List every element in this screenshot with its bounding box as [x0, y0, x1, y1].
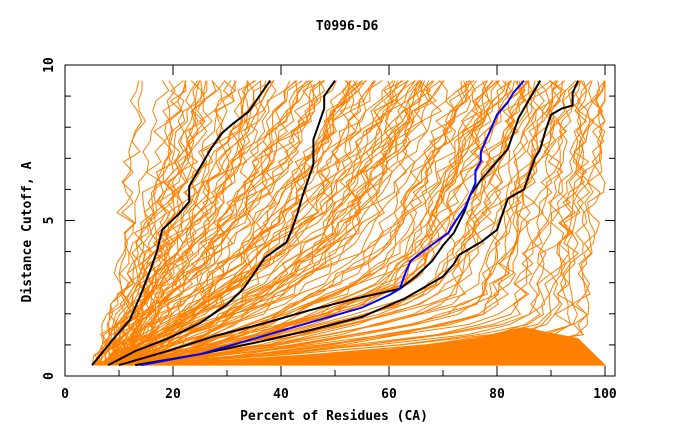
- x-tick-label: 20: [165, 387, 181, 402]
- model-curve: [115, 80, 363, 366]
- model-curve: [104, 80, 445, 366]
- model-curve: [133, 80, 563, 366]
- model-curve: [110, 80, 337, 366]
- model-curve: [109, 80, 315, 366]
- model-curve: [112, 80, 383, 366]
- model-curve: [101, 80, 487, 366]
- y-tick-label: 10: [42, 57, 57, 73]
- model-curve: [176, 80, 583, 366]
- series-line-black-3: [118, 80, 542, 367]
- x-tick-label: 0: [61, 387, 69, 402]
- x-axis: 0 20 40 60 80 100: [61, 65, 617, 402]
- model-curve: [108, 80, 275, 366]
- series-line-blue: [140, 79, 525, 367]
- y-axis: 0 5 10: [42, 57, 615, 380]
- model-curve: [172, 80, 582, 366]
- series-line-black-4: [135, 80, 579, 367]
- model-curve: [104, 80, 170, 366]
- x-tick-label: 80: [489, 387, 505, 402]
- model-curve: [111, 80, 423, 366]
- model-curve: [110, 80, 249, 366]
- model-curve: [112, 80, 299, 366]
- model-curve: [134, 80, 392, 366]
- model-curve: [144, 80, 577, 366]
- model-curve: [97, 80, 416, 366]
- model-curve: [142, 80, 500, 366]
- model-curve: [98, 80, 255, 366]
- model-curve: [108, 80, 314, 366]
- y-tick-label: 5: [42, 217, 57, 225]
- model-curve: [113, 80, 520, 366]
- model-curve: [135, 80, 468, 366]
- series-line-black-1: [91, 80, 272, 366]
- model-curve: [99, 80, 559, 366]
- model-curve: [119, 80, 358, 366]
- model-curve: [94, 80, 200, 366]
- model-curve: [131, 80, 488, 366]
- model-curve: [98, 80, 606, 366]
- model-curve: [104, 80, 557, 366]
- model-curve: [97, 80, 187, 366]
- highlighted-curves: [91, 79, 579, 367]
- model-curve: [168, 80, 589, 366]
- model-curve: [99, 80, 513, 366]
- model-curve: [123, 80, 325, 366]
- chart-title: T0996-D6: [316, 19, 379, 34]
- model-curve: [106, 80, 581, 366]
- model-curve: [138, 80, 409, 366]
- model-curve: [112, 80, 394, 366]
- model-curve: [171, 80, 595, 366]
- model-curve: [114, 80, 547, 366]
- model-curve: [140, 80, 426, 366]
- model-dense-band: [118, 327, 607, 366]
- y-axis-label: Distance Cutoff, A: [20, 161, 35, 302]
- model-curve: [93, 80, 322, 366]
- x-tick-label: 60: [381, 387, 397, 402]
- x-axis-label: Percent of Residues (CA): [240, 409, 428, 424]
- model-curve: [113, 80, 352, 366]
- model-curve: [141, 80, 562, 366]
- model-curve: [123, 80, 448, 366]
- model-curve: [116, 80, 441, 366]
- model-curve: [117, 80, 350, 366]
- model-curve: [91, 80, 291, 366]
- model-curve: [106, 80, 408, 366]
- model-curve: [118, 80, 199, 366]
- model-curve: [92, 80, 430, 366]
- x-tick-label: 100: [593, 387, 617, 402]
- model-curve: [92, 80, 606, 366]
- model-curve: [101, 80, 187, 366]
- model-curve: [126, 80, 296, 366]
- model-curve: [131, 80, 469, 366]
- model-curve: [104, 80, 494, 366]
- model-curve: [104, 80, 249, 366]
- series-line-black-2: [107, 80, 336, 366]
- model-curve: [110, 80, 530, 366]
- model-curve: [135, 80, 375, 366]
- model-curve: [133, 80, 416, 366]
- model-curve: [118, 80, 404, 366]
- model-curve: [146, 80, 432, 366]
- model-curve: [104, 80, 147, 366]
- model-curve: [100, 80, 419, 366]
- model-curve: [97, 80, 533, 366]
- model-curve: [95, 80, 185, 366]
- model-curve: [111, 80, 275, 366]
- plot-area: [91, 79, 607, 367]
- y-tick-label: 0: [42, 372, 57, 380]
- x-tick-label: 40: [273, 387, 289, 402]
- model-curve: [125, 80, 477, 366]
